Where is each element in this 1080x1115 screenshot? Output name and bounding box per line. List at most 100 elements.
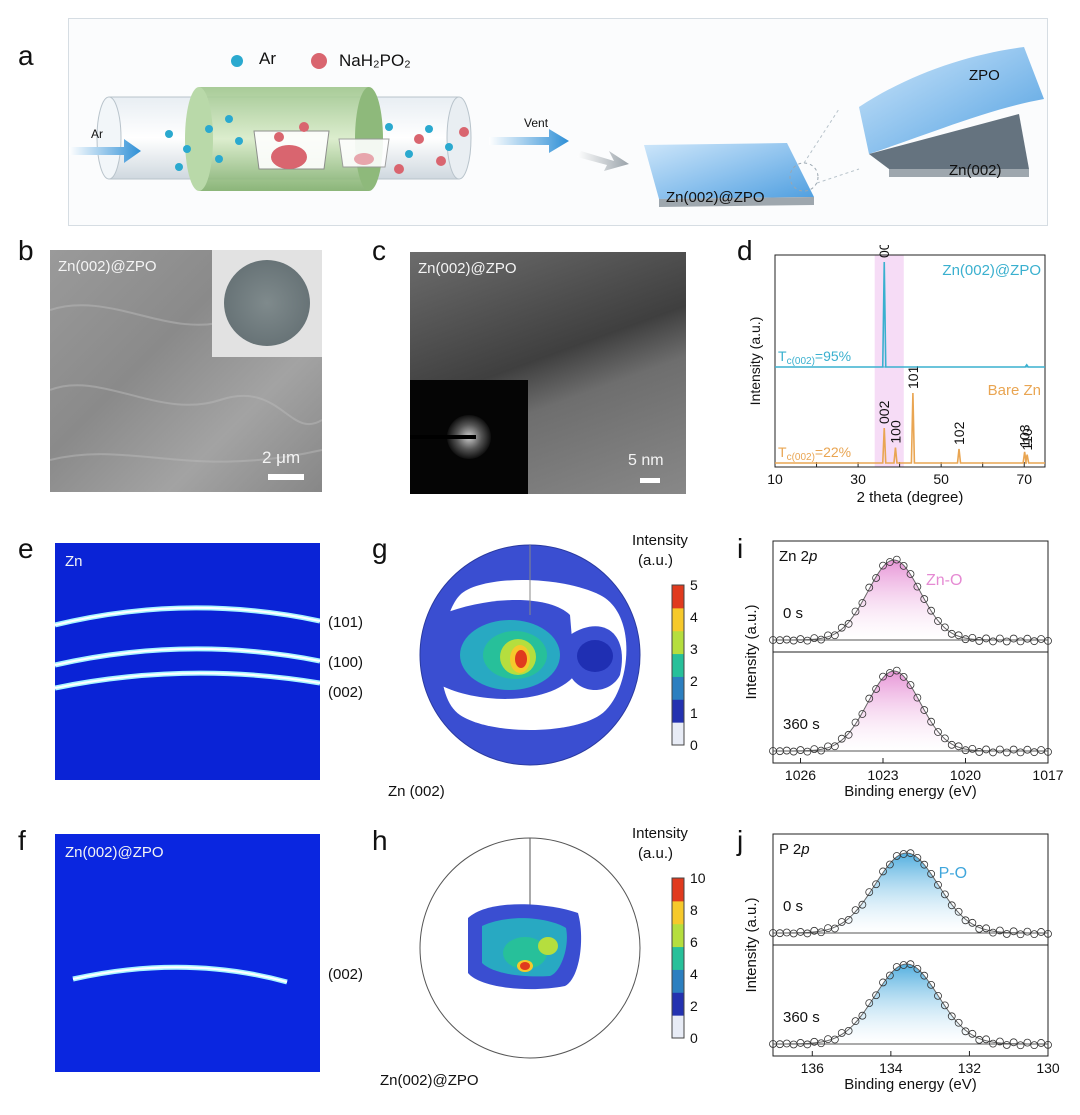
data-point: [872, 685, 881, 693]
data-point: [934, 728, 942, 736]
data-point: [844, 619, 853, 628]
legend-ar-dot: [231, 55, 243, 67]
colorbar-h-title-2: (a.u.): [638, 845, 674, 862]
data-point: [858, 710, 867, 718]
data-point: [892, 666, 901, 675]
data-point: [851, 607, 860, 616]
data-point: [892, 555, 901, 564]
data-point: [1044, 747, 1052, 756]
data-point: [872, 574, 881, 582]
data-point: [817, 635, 826, 644]
data-point: [872, 880, 881, 889]
data-point: [968, 1029, 977, 1038]
peak-fill: [773, 853, 1048, 933]
data-point: [1009, 745, 1018, 754]
colorbar-segment: [672, 946, 684, 970]
colorbar-tick-label: 0: [690, 1030, 698, 1046]
data-point: [913, 693, 922, 702]
panel-b-sem-image: Zn(002)@ZPO 2 μm: [50, 250, 322, 492]
data-point: [961, 1027, 970, 1036]
ar-in-arrow: [69, 139, 141, 163]
y-axis-label: Intensity (a.u.): [743, 897, 760, 992]
data-point: [1044, 929, 1052, 938]
data-point: [989, 637, 997, 646]
panel-b-scale-bar: [268, 474, 304, 480]
pole-figure-h: 10 8 6 4 2 0: [419, 837, 706, 1059]
data-point: [1044, 1040, 1052, 1049]
data-point: [1030, 637, 1039, 646]
data-point: [1023, 1038, 1032, 1047]
data-point: [927, 869, 936, 878]
data-point: [934, 880, 942, 889]
xps-zn-chart: 1026 1023 1020 1017 Binding energy (eV) Inten…: [743, 540, 1064, 800]
colorbar-segment: [672, 699, 684, 723]
data-point: [920, 860, 929, 869]
xps-p-chart: 136 134 132 130 Binding energy (eV) Intensity…: [743, 833, 1060, 1093]
peak-label: 002: [876, 400, 892, 424]
vent-arrow: [489, 129, 569, 153]
data-point: [1009, 927, 1018, 936]
panel-c-title: Zn(002)@ZPO: [418, 260, 517, 277]
data-point: [830, 631, 839, 640]
ring-label-100: (100): [328, 654, 364, 671]
zn002-zpo-film: [644, 143, 814, 199]
data-point: [1016, 1041, 1025, 1050]
x-tick-label: 70: [1016, 471, 1032, 487]
vent-label: Vent: [524, 116, 549, 130]
colorbar-segment: [672, 607, 684, 632]
colorbar-g: 5 4 3 2 1 0: [671, 577, 698, 753]
data-point: [995, 634, 1004, 643]
legend-ar-label: Ar: [259, 49, 276, 68]
pole-g-caption: Zn (002): [388, 783, 445, 800]
panel-e-title: Zn: [65, 553, 83, 570]
data-point: [872, 991, 881, 1000]
data-point: [837, 734, 846, 743]
colorbar-tick-label: 4: [690, 966, 698, 982]
ring-label-f-002: (002): [328, 966, 364, 983]
data-point: [879, 561, 887, 570]
colorbar-tick-label: 4: [690, 609, 698, 625]
data-point: [803, 1040, 812, 1049]
panel-letter-h: h: [372, 825, 388, 856]
colorbar-tick-label: 1: [690, 705, 698, 721]
data-point: [954, 631, 963, 640]
panel-letter-d: d: [737, 235, 753, 266]
pole-h-caption: Zn(002)@ZPO: [380, 1072, 479, 1089]
colorbar-segment: [672, 722, 684, 746]
x-tick-label: 30: [850, 471, 866, 487]
data-point: [1002, 748, 1011, 757]
data-point: [968, 744, 977, 753]
data-point: [892, 852, 901, 860]
data-point: [1023, 927, 1032, 936]
colorbar-segment: [672, 969, 684, 993]
data-point: [885, 558, 894, 566]
data-point: [1016, 637, 1025, 646]
data-point: [982, 745, 991, 754]
data-point: [892, 963, 901, 971]
data-point: [1002, 637, 1011, 646]
x-tick-label: 1020: [950, 767, 981, 783]
data-point: [885, 669, 894, 677]
colorbar-segment: [672, 923, 684, 948]
data-point: [954, 1018, 963, 1027]
process-arrow: [577, 151, 629, 171]
colorbar-tick-label: 10: [690, 870, 706, 886]
data-point: [913, 582, 922, 591]
tc-annotation: Tc(002)=95%: [778, 348, 851, 367]
data-point: [982, 1035, 991, 1044]
data-point: [810, 634, 819, 643]
peak-highlight-band: [874, 255, 904, 467]
zpo-label: ZPO: [969, 67, 1000, 84]
colorbar-tick-label: 6: [690, 934, 698, 950]
ar-inlet-label: Ar: [91, 127, 103, 141]
x-axis-label: 2 theta (degree): [857, 489, 964, 506]
data-point: [858, 599, 867, 607]
data-point: [885, 971, 894, 980]
data-point: [803, 636, 812, 645]
colorbar-h-title-1: Intensity: [632, 825, 688, 842]
data-point: [940, 623, 949, 632]
colorbar-g-title-1: Intensity: [632, 532, 688, 549]
data-point: [1016, 748, 1025, 757]
data-point: [989, 928, 997, 937]
data-point: [1030, 748, 1039, 757]
